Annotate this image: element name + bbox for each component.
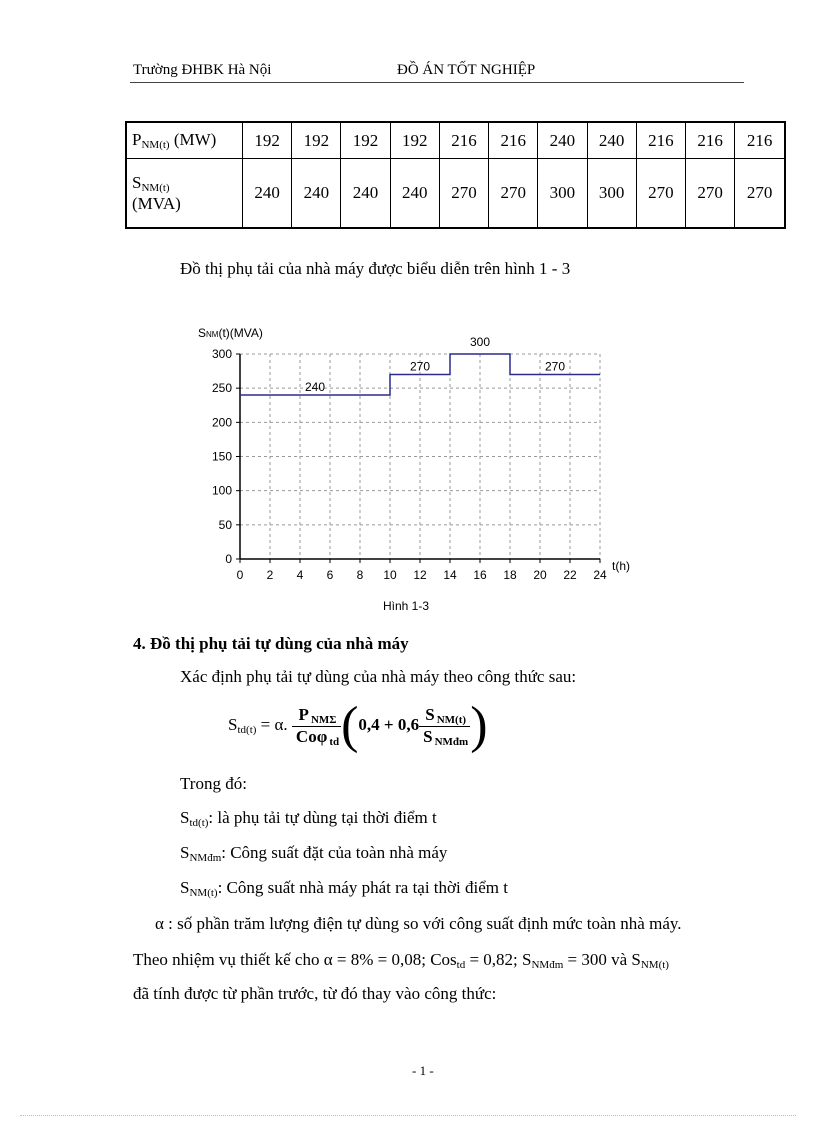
table-cell: 240 bbox=[291, 158, 342, 229]
x-tick-label: 4 bbox=[297, 568, 304, 582]
chart-caption: Hình 1-3 bbox=[383, 599, 429, 613]
definition-item: Std(t): là phụ tải tự dùng tại thời điểm… bbox=[180, 808, 437, 829]
x-tick-label: 0 bbox=[237, 568, 244, 582]
table-cell: 192 bbox=[241, 121, 293, 159]
y-tick-label: 250 bbox=[212, 381, 232, 395]
table-cell: 240 bbox=[537, 121, 588, 159]
segment-label: 300 bbox=[470, 335, 490, 349]
x-tick-label: 14 bbox=[443, 568, 457, 582]
section-heading: 4. Đồ thị phụ tải tự dùng của nhà máy bbox=[133, 634, 409, 653]
x-tick-label: 16 bbox=[473, 568, 487, 582]
header-divider bbox=[130, 82, 744, 83]
alpha-definition: α : số phần trăm lượng điện tự dùng so v… bbox=[155, 914, 682, 933]
x-axis-label: t(h) bbox=[612, 559, 630, 573]
table-cell: 192 bbox=[291, 121, 342, 159]
row-label: PNM(t) (MW) bbox=[125, 121, 243, 159]
table-cell: 270 bbox=[684, 158, 736, 229]
load-step-line bbox=[240, 353, 600, 396]
table-cell: 216 bbox=[734, 121, 786, 159]
row-label: SNM(t) (MVA) bbox=[125, 158, 243, 229]
x-tick-label: 10 bbox=[383, 568, 397, 582]
table-cell: 240 bbox=[241, 158, 293, 229]
page-number: - 1 - bbox=[412, 1063, 434, 1078]
y-tick-label: 100 bbox=[212, 484, 232, 498]
x-tick-label: 8 bbox=[357, 568, 364, 582]
y-tick-label: 300 bbox=[212, 347, 232, 361]
definition-item: SNM(t): Công suất nhà máy phát ra tại th… bbox=[180, 878, 508, 899]
formula: Std(t) = α. P NMΣ Coφ td (0,4 + 0,6 S NM(t) S NM… bbox=[228, 697, 488, 754]
y-tick-label: 0 bbox=[225, 552, 232, 566]
table-cell: 270 bbox=[488, 158, 539, 229]
given-line2: đã tính được từ phần trước, từ đó thay v… bbox=[133, 984, 497, 1003]
table-cell: 216 bbox=[438, 121, 490, 159]
segment-label: 270 bbox=[545, 360, 565, 374]
table-row: PNM(t) (MW) 192 192 192 192 216 216 240 240 216 2… bbox=[125, 121, 786, 159]
table-cell: 240 bbox=[586, 121, 637, 159]
header-title: ĐỒ ÁN TỐT NGHIỆP bbox=[397, 62, 536, 78]
table-cell: 270 bbox=[635, 158, 686, 229]
table-cell: 216 bbox=[684, 121, 736, 159]
table-row: SNM(t) (MVA) 240 240 240 240 270 270 300 300 270 2… bbox=[125, 158, 786, 229]
table-cell: 192 bbox=[340, 121, 391, 159]
x-tick-label: 24 bbox=[593, 568, 607, 582]
section-intro: Xác định phụ tải tự dùng của nhà máy the… bbox=[180, 667, 577, 686]
x-tick-label: 18 bbox=[503, 568, 517, 582]
segment-label: 270 bbox=[410, 360, 430, 374]
table-cell: 192 bbox=[389, 121, 440, 159]
where-label: Trong đó: bbox=[180, 774, 247, 793]
page-bottom-divider bbox=[20, 1115, 796, 1116]
y-tick-label: 50 bbox=[219, 518, 233, 532]
x-tick-label: 22 bbox=[563, 568, 577, 582]
chart-intro: Đồ thị phụ tải của nhà máy được biểu diễ… bbox=[180, 259, 571, 278]
load-table: PNM(t) (MW) 192 192 192 192 216 216 240 240 216 2… bbox=[125, 121, 786, 229]
header-school: Trường ĐHBK Hà Nội bbox=[133, 62, 272, 78]
table-cell: 240 bbox=[389, 158, 440, 229]
table-cell: 270 bbox=[438, 158, 490, 229]
table-cell: 216 bbox=[635, 121, 686, 159]
table-cell: 300 bbox=[586, 158, 637, 229]
y-axis-label: SNM(t)(MVA) bbox=[198, 326, 263, 340]
x-tick-label: 6 bbox=[327, 568, 334, 582]
y-tick-label: 200 bbox=[212, 415, 232, 429]
x-tick-label: 2 bbox=[267, 568, 274, 582]
table-cell: 216 bbox=[488, 121, 539, 159]
given-values: Theo nhiệm vụ thiết kế cho α = 8% = 0,08… bbox=[133, 950, 669, 971]
table-cell: 270 bbox=[734, 158, 786, 229]
x-tick-label: 20 bbox=[533, 568, 547, 582]
y-tick-label: 150 bbox=[212, 450, 232, 464]
load-chart: 0 2 4 6 8 10 12 14 16 18 20 22 24050100150200250300 … bbox=[198, 326, 630, 613]
segment-label: 240 bbox=[305, 380, 325, 394]
definition-item: SNMđm: Công suất đặt của toàn nhà máy bbox=[180, 843, 448, 864]
table-cell: 240 bbox=[340, 158, 391, 229]
table-cell: 300 bbox=[537, 158, 588, 229]
x-tick-label: 12 bbox=[413, 568, 427, 582]
